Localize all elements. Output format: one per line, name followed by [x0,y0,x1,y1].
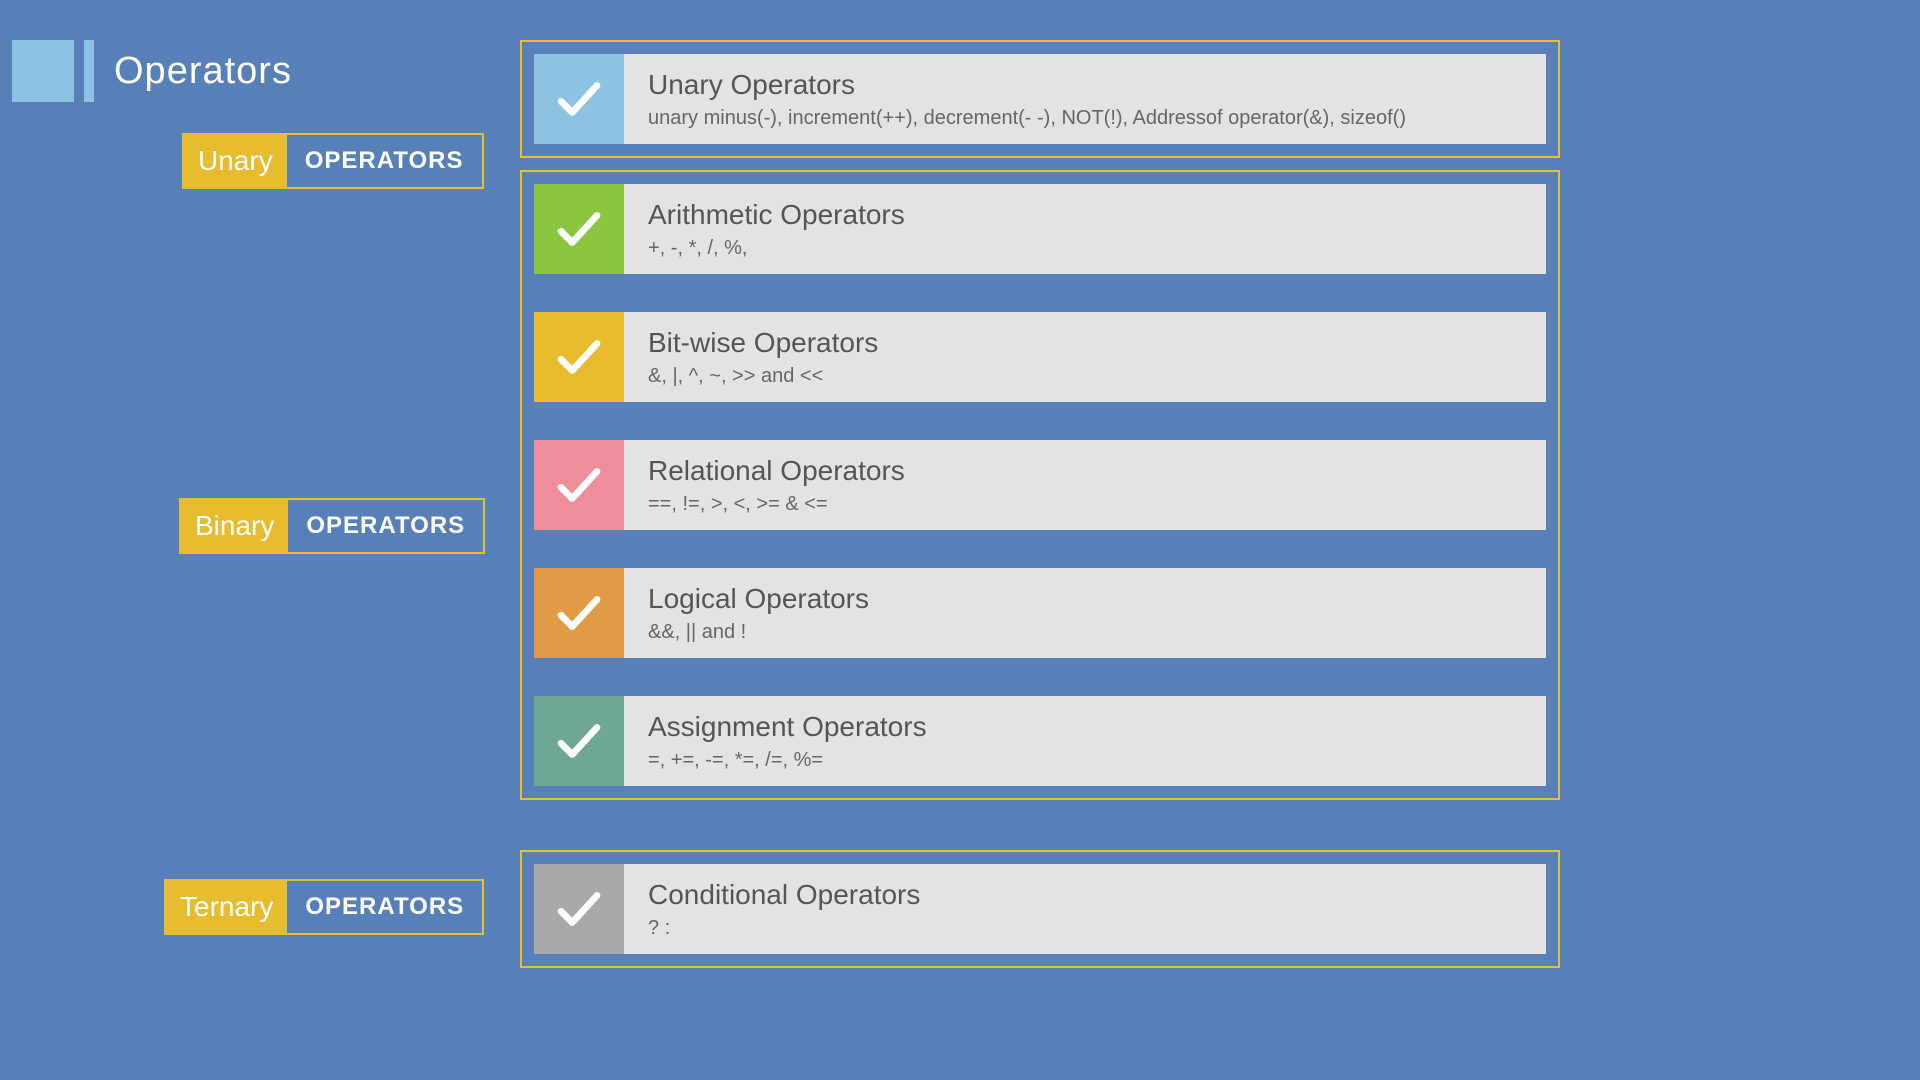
item-check-box [534,312,624,402]
checkmark-icon [552,714,606,768]
item-title: Assignment Operators [648,711,1546,743]
item-title: Unary Operators [648,69,1546,101]
operator-item: Relational Operators ==, !=, >, <, >= & <… [534,440,1546,530]
item-check-box [534,184,624,274]
operator-item: Bit-wise Operators &, |, ^, ~, >> and << [534,312,1546,402]
checkmark-icon [552,882,606,936]
item-description: +, -, *, /, %, [648,237,1546,260]
item-description: unary minus(-), increment(++), decrement… [648,107,1546,130]
header-accent-block-small [84,40,94,102]
item-body: Relational Operators ==, !=, >, <, >= & <… [624,440,1546,530]
item-check-box [534,568,624,658]
operator-item: Arithmetic Operators +, -, *, /, %, [534,184,1546,274]
item-check-box [534,440,624,530]
badge-right-label: OPERATORS [288,500,483,552]
item-title: Conditional Operators [648,879,1546,911]
badge-left-label: Binary [181,500,288,552]
badge-right-label: OPERATORS [287,881,482,933]
item-title: Arithmetic Operators [648,199,1546,231]
item-check-box [534,696,624,786]
item-title: Logical Operators [648,583,1546,615]
group-box-ternary: Conditional Operators ? : [520,850,1560,968]
item-description: &, |, ^, ~, >> and << [648,365,1546,388]
item-description: =, +=, -=, *=, /=, %= [648,749,1546,772]
checkmark-icon [552,72,606,126]
item-body: Unary Operators unary minus(-), increment… [624,54,1546,144]
category-badge-ternary: TernaryOPERATORS [164,879,484,935]
operator-item: Logical Operators &&, || and ! [534,568,1546,658]
item-title: Bit-wise Operators [648,327,1546,359]
badge-left-label: Ternary [166,881,287,933]
item-check-box [534,864,624,954]
item-description: ? : [648,917,1546,940]
item-body: Arithmetic Operators +, -, *, /, %, [624,184,1546,274]
header-accent-block-large [12,40,74,102]
category-badge-unary: UnaryOPERATORS [182,133,484,189]
badge-right-label: OPERATORS [287,135,482,187]
category-badge-binary: BinaryOPERATORS [179,498,485,554]
operator-item: Conditional Operators ? : [534,864,1546,954]
group-box-unary: Unary Operators unary minus(-), increment… [520,40,1560,158]
checkmark-icon [552,586,606,640]
item-body: Conditional Operators ? : [624,864,1546,954]
checkmark-icon [552,458,606,512]
item-body: Assignment Operators =, +=, -=, *=, /=, %… [624,696,1546,786]
operator-item: Unary Operators unary minus(-), increment… [534,54,1546,144]
page-title: Operators [114,50,292,93]
checkmark-icon [552,330,606,384]
item-body: Bit-wise Operators &, |, ^, ~, >> and << [624,312,1546,402]
checkmark-icon [552,202,606,256]
item-body: Logical Operators &&, || and ! [624,568,1546,658]
item-description: &&, || and ! [648,621,1546,644]
group-box-binary: Arithmetic Operators +, -, *, /, %, Bit-wi… [520,170,1560,800]
item-description: ==, !=, >, <, >= & <= [648,493,1546,516]
item-title: Relational Operators [648,455,1546,487]
badge-left-label: Unary [184,135,287,187]
page-header: Operators [12,40,292,102]
operator-item: Assignment Operators =, +=, -=, *=, /=, %… [534,696,1546,786]
item-check-box [534,54,624,144]
